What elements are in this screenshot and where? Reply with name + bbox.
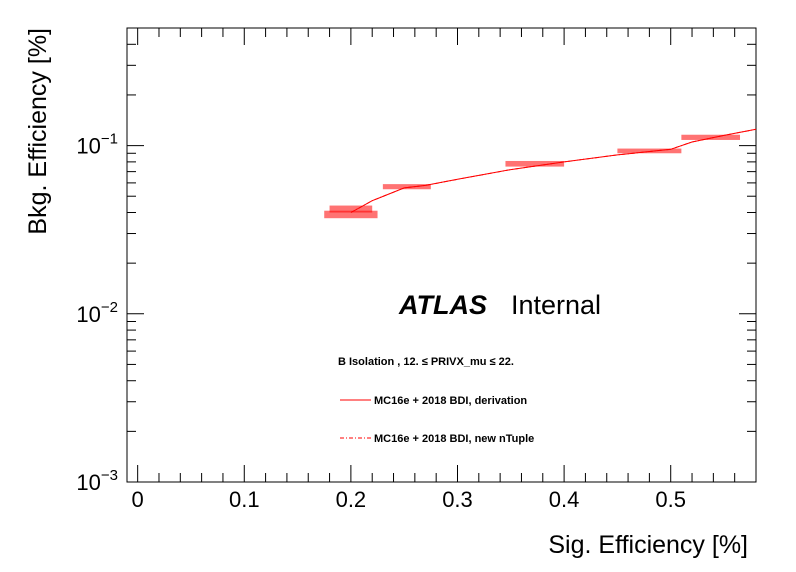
error-box (617, 148, 682, 154)
x-tick-label: 0.5 (655, 487, 686, 512)
series-line (350, 128, 757, 213)
plot-frame (126, 27, 757, 483)
atlas-label: ATLAS (398, 290, 487, 320)
x-tick-label: 0.3 (442, 487, 473, 512)
error-box (324, 210, 378, 219)
y-tick-label: 10−3 (76, 467, 118, 495)
internal-label: Internal (511, 290, 601, 320)
legend-label-new-ntuple: MC16e + 2018 BDI, new nTuple (374, 433, 534, 445)
axes: 0 0.1 0.2 0.3 0.4 0.5 10−3 10−2 10−1 (76, 27, 757, 512)
y-tick-label: 10−2 (76, 299, 118, 327)
error-box (329, 205, 373, 213)
x-tick-label: 0.1 (229, 487, 260, 512)
series-lines (350, 128, 757, 213)
error-box (681, 134, 741, 140)
y-axis-label: Bkg. Efficiency [%] (24, 28, 52, 235)
error-box (382, 184, 431, 190)
x-tick-label: 0.2 (336, 487, 367, 512)
selection-label: B Isolation , 12. ≤ PRIVX_mu ≤ 22. (338, 356, 514, 368)
y-tick-label: 10−1 (76, 131, 118, 159)
x-tick-label: 0 (132, 487, 144, 512)
error-box (505, 160, 565, 167)
x-axis-label: Sig. Efficiency [%] (548, 531, 748, 559)
error-boxes (324, 134, 741, 219)
series-line (350, 128, 757, 213)
x-tick-label: 0.4 (549, 487, 580, 512)
legend-label-derivation: MC16e + 2018 BDI, derivation (374, 395, 527, 407)
